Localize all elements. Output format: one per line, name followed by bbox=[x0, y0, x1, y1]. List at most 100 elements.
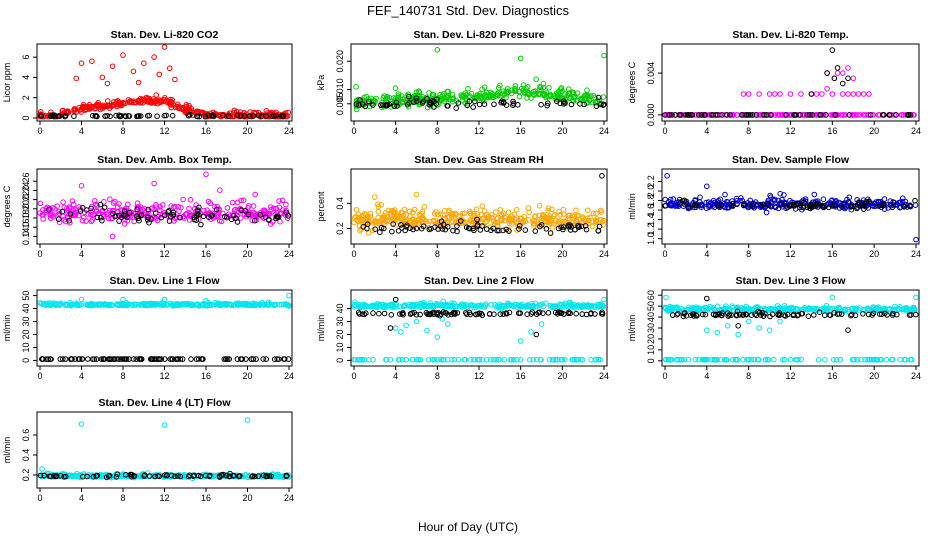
data-point bbox=[501, 357, 508, 363]
data-point bbox=[54, 113, 61, 120]
y-tick-label: 1.0 bbox=[646, 232, 656, 245]
data-point bbox=[370, 102, 376, 108]
y-tick-label: 0.18 bbox=[21, 209, 31, 227]
data-point bbox=[907, 112, 914, 118]
data-point bbox=[756, 91, 762, 97]
series-2 bbox=[353, 93, 607, 111]
data-point bbox=[454, 228, 460, 235]
data-point bbox=[402, 216, 409, 223]
data-point bbox=[424, 95, 430, 102]
data-point bbox=[238, 215, 244, 221]
data-point bbox=[689, 112, 696, 118]
data-point bbox=[745, 112, 752, 118]
data-point bbox=[190, 473, 196, 479]
data-point bbox=[220, 301, 226, 308]
plot-frame bbox=[350, 43, 608, 122]
data-point bbox=[357, 303, 363, 309]
y-tick-label: 0.020 bbox=[335, 50, 345, 73]
x-tick-label: 4 bbox=[79, 371, 84, 381]
data-point bbox=[88, 105, 94, 111]
data-point bbox=[46, 473, 53, 480]
data-point bbox=[538, 321, 545, 327]
x-tick-label: 16 bbox=[827, 249, 837, 259]
data-point bbox=[202, 113, 209, 120]
data-point bbox=[864, 356, 871, 363]
data-point bbox=[113, 474, 120, 480]
data-point bbox=[466, 309, 473, 316]
data-point bbox=[161, 302, 168, 308]
data-point bbox=[93, 356, 100, 362]
x-tick-label: 24 bbox=[599, 249, 609, 259]
data-point bbox=[909, 356, 915, 363]
data-point bbox=[195, 110, 201, 116]
data-point bbox=[389, 304, 396, 311]
data-point bbox=[62, 356, 69, 362]
data-point bbox=[537, 223, 543, 230]
data-point bbox=[135, 215, 141, 222]
data-point bbox=[543, 300, 549, 307]
data-point bbox=[93, 113, 99, 119]
data-point bbox=[517, 215, 524, 222]
data-point bbox=[567, 310, 574, 317]
data-point bbox=[488, 212, 495, 218]
data-point bbox=[116, 201, 122, 207]
y-tick-label: 0.004 bbox=[646, 62, 656, 85]
data-point bbox=[722, 191, 728, 198]
data-point bbox=[829, 112, 836, 118]
data-point bbox=[276, 204, 283, 211]
data-point bbox=[112, 213, 119, 220]
data-point bbox=[138, 356, 145, 362]
data-point bbox=[116, 99, 122, 106]
data-point bbox=[66, 472, 73, 479]
x-tick-label: 20 bbox=[242, 126, 252, 136]
data-point bbox=[120, 356, 126, 362]
data-point bbox=[756, 325, 762, 331]
data-point bbox=[110, 207, 116, 214]
data-point bbox=[161, 422, 168, 428]
data-point bbox=[666, 112, 673, 118]
data-point bbox=[440, 356, 447, 363]
data-point bbox=[537, 356, 544, 363]
data-point bbox=[820, 196, 827, 202]
y-axis-label: kPa bbox=[316, 75, 326, 91]
data-point bbox=[205, 112, 212, 119]
data-point bbox=[208, 301, 214, 308]
data-point bbox=[761, 112, 767, 118]
data-point bbox=[556, 309, 562, 315]
data-point bbox=[787, 91, 794, 97]
data-point bbox=[583, 226, 590, 233]
data-point bbox=[366, 98, 372, 105]
data-point bbox=[834, 65, 841, 71]
x-tick-label: 24 bbox=[284, 126, 294, 136]
data-point bbox=[479, 357, 485, 363]
data-point bbox=[187, 197, 194, 203]
data-point bbox=[688, 312, 694, 319]
data-point bbox=[395, 228, 402, 234]
data-point bbox=[598, 209, 605, 215]
data-point bbox=[500, 99, 507, 105]
y-axis-label: degrees C bbox=[2, 185, 12, 227]
data-point bbox=[668, 306, 675, 313]
data-point bbox=[535, 310, 542, 316]
data-point bbox=[397, 311, 403, 317]
data-point bbox=[114, 204, 121, 210]
data-point bbox=[845, 91, 851, 97]
data-point bbox=[748, 356, 755, 363]
data-point bbox=[545, 100, 551, 106]
data-point bbox=[569, 357, 575, 363]
data-point bbox=[151, 180, 157, 187]
data-point bbox=[769, 203, 775, 210]
data-point bbox=[386, 94, 393, 101]
data-point bbox=[595, 356, 602, 363]
x-tick-label: 12 bbox=[785, 371, 795, 381]
data-point bbox=[70, 201, 77, 208]
series-2 bbox=[351, 356, 603, 363]
data-point bbox=[406, 208, 413, 215]
x-tick-label: 16 bbox=[516, 371, 526, 381]
data-point bbox=[191, 216, 198, 223]
data-point bbox=[505, 302, 512, 308]
data-point bbox=[478, 310, 485, 317]
data-point bbox=[203, 298, 209, 304]
data-point bbox=[453, 105, 460, 111]
data-point bbox=[912, 202, 919, 208]
